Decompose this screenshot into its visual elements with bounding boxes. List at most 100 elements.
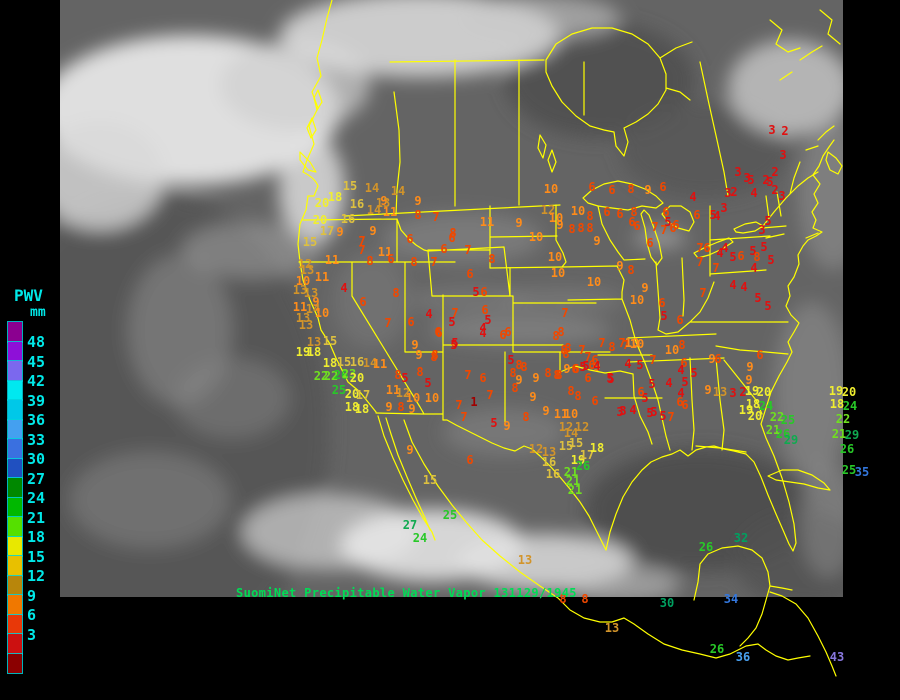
station-value: 9	[312, 295, 320, 309]
station-value: 6	[659, 180, 667, 194]
station-value: 36	[735, 650, 751, 664]
station-value: 9	[644, 183, 652, 197]
station-value: 9	[503, 419, 511, 433]
station-value: 19	[570, 453, 586, 467]
station-value: 8	[581, 592, 589, 606]
station-value: 24	[758, 399, 774, 413]
dark-region	[505, 22, 695, 138]
station-value: 7	[618, 336, 626, 350]
legend-row: 42	[8, 372, 45, 400]
station-value: 10	[629, 337, 645, 351]
legend-row: 9	[8, 587, 45, 615]
station-value: 20	[747, 409, 763, 423]
station-value: 6	[662, 205, 670, 219]
station-value: 13	[541, 445, 557, 459]
station-value: 18	[327, 190, 343, 204]
station-value: 4	[593, 359, 601, 373]
station-value: 8	[560, 343, 568, 357]
station-value: 9	[746, 360, 754, 374]
station-value: 8	[586, 209, 594, 223]
station-value: 22	[313, 369, 329, 383]
station-value: 9	[414, 194, 422, 208]
station-value: 8	[416, 365, 424, 379]
station-value: 26	[839, 442, 855, 456]
station-value: 9	[532, 371, 540, 385]
station-value: 10	[424, 391, 440, 405]
station-value: 3	[720, 201, 728, 215]
station-value: 13	[604, 621, 620, 635]
legend-label: 45	[27, 352, 46, 371]
station-value: 8	[555, 368, 563, 382]
baja-path	[377, 415, 436, 541]
legend-label: 12	[27, 567, 46, 586]
station-value: 7	[486, 388, 494, 402]
station-value: 2	[739, 385, 747, 399]
station-value: 18	[745, 397, 761, 411]
legend-row: 45	[8, 353, 45, 381]
station-value: 6	[616, 207, 624, 221]
station-value: 5	[764, 299, 772, 313]
station-value: 9	[385, 400, 393, 414]
station-value: 8	[515, 358, 523, 372]
legend-swatch	[8, 634, 22, 654]
station-value: 21	[831, 427, 847, 441]
station-value: 6	[608, 183, 616, 197]
station-value: 13	[303, 286, 319, 300]
station-value: 26	[698, 540, 714, 554]
station-value: 4	[629, 403, 637, 417]
station-value: 15	[302, 235, 318, 249]
legend-swatch	[8, 478, 22, 498]
legend-row: 12	[8, 567, 45, 595]
station-value: 9	[708, 352, 716, 366]
florida-path	[745, 423, 797, 552]
station-value: 18	[344, 400, 360, 414]
legend-label: 15	[27, 547, 46, 566]
station-value: 29	[844, 428, 860, 442]
station-value: 7	[699, 286, 707, 300]
cloud-blob	[500, 288, 624, 312]
station-value: 6	[672, 218, 680, 232]
yucatan-path	[693, 545, 771, 647]
legend-row: 6	[8, 606, 45, 634]
maritimes-path	[779, 45, 843, 239]
legend-label: 24	[27, 489, 46, 508]
legend-label: 18	[27, 528, 46, 547]
station-value: 18	[829, 397, 845, 411]
station-value: 5	[490, 416, 498, 430]
station-value: 2	[762, 173, 770, 187]
legend-label: 6	[27, 606, 37, 625]
station-value: 4	[740, 280, 748, 294]
station-value: 9	[515, 373, 523, 387]
legend-units: mm	[30, 305, 46, 320]
station-value: 9	[556, 218, 564, 232]
station-value: 8	[394, 368, 402, 382]
station-value: 6	[681, 398, 689, 412]
station-value: 16	[541, 455, 557, 469]
station-value: 6	[499, 328, 507, 342]
legend-row	[8, 322, 45, 342]
station-value: 13	[292, 283, 308, 297]
legend-label: 39	[27, 391, 46, 410]
legend-row: 48	[8, 333, 45, 361]
station-value: 8	[410, 255, 418, 269]
station-value: 3	[619, 404, 627, 418]
station-value: 7	[696, 255, 704, 269]
legend-swatch	[8, 439, 22, 459]
legend-title: PWV	[14, 286, 43, 305]
station-value: 8	[627, 182, 635, 196]
cuba-path	[767, 469, 831, 491]
station-value: 7	[464, 368, 472, 382]
cloud-blob	[334, 252, 410, 348]
legend-label: 36	[27, 411, 46, 430]
station-value: 12	[574, 420, 590, 434]
station-value: 14	[362, 356, 378, 370]
station-value: 5	[690, 366, 698, 380]
mexico-coast-path	[403, 419, 811, 661]
station-value: 9	[415, 348, 423, 362]
rio-grande-path	[442, 419, 607, 551]
station-value: 5	[648, 377, 656, 391]
station-value: 6	[479, 371, 487, 385]
cloud-blob	[174, 358, 290, 438]
station-value: 20	[349, 371, 365, 385]
station-value: 16	[349, 355, 365, 369]
